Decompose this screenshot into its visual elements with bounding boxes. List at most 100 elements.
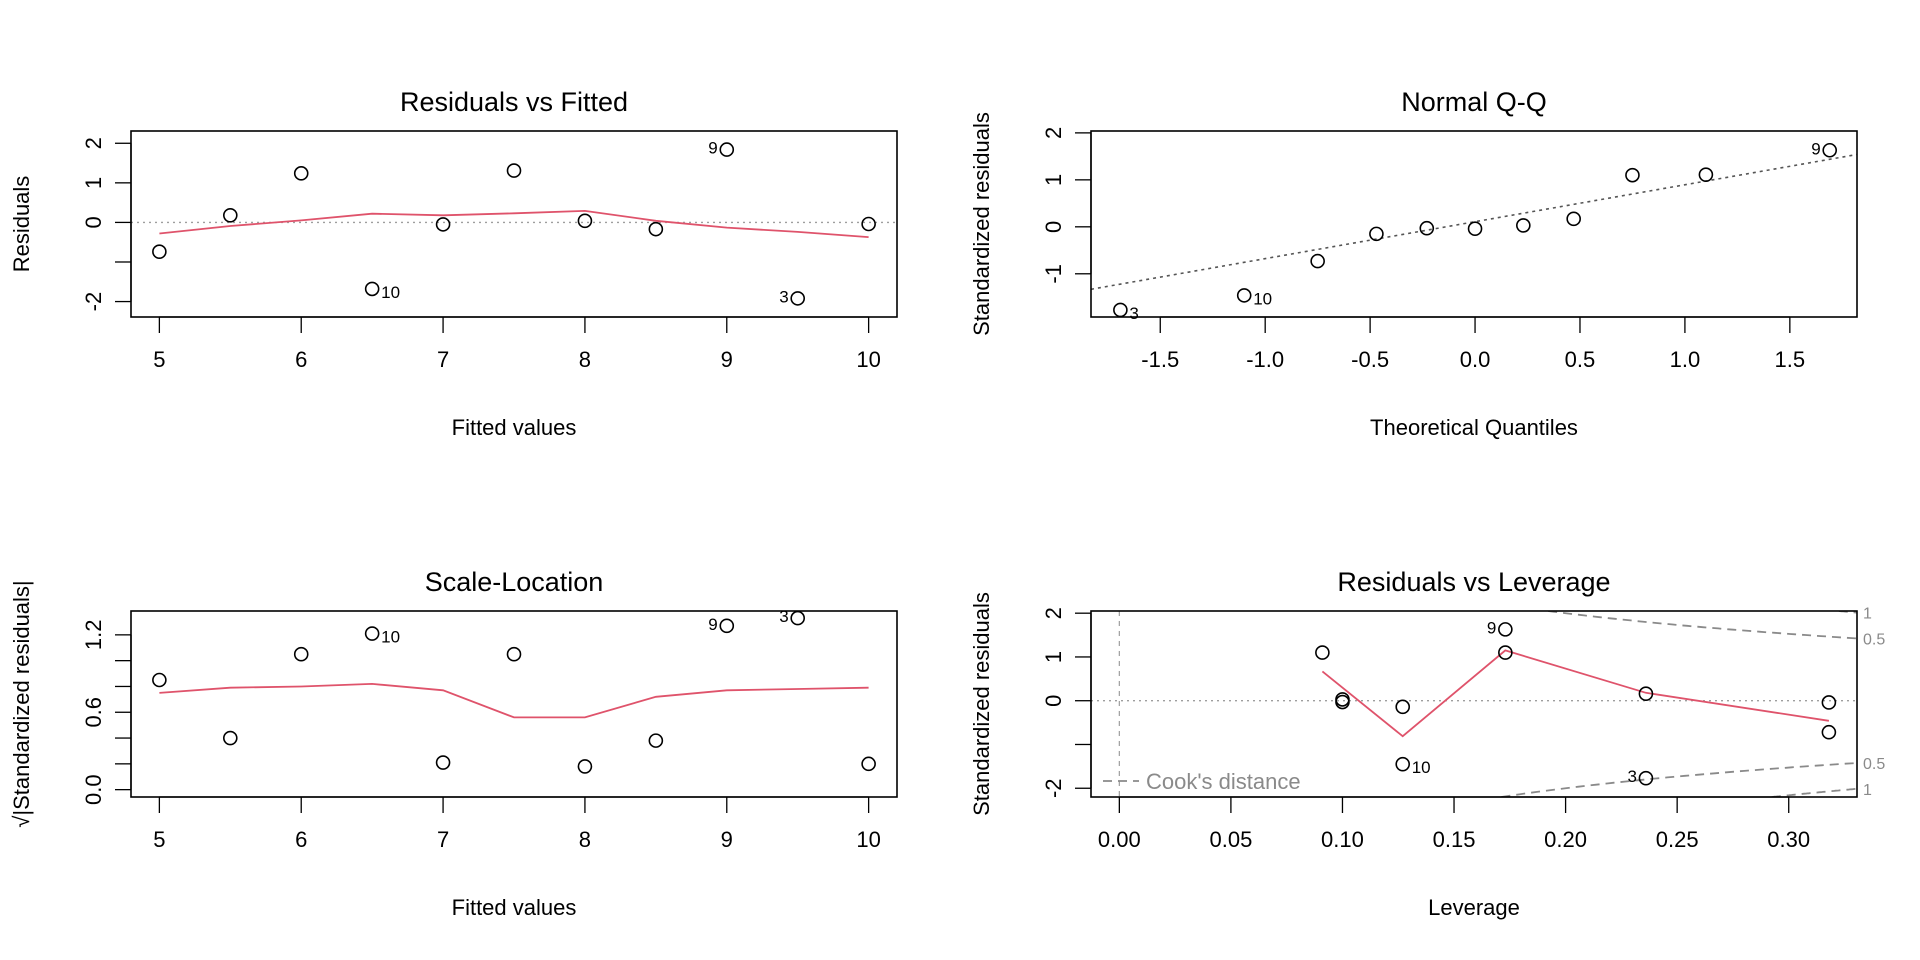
data-point [152,672,167,688]
data-point [293,646,309,662]
x-axis-label: Theoretical Quantiles [1370,415,1578,440]
data-point [1821,724,1837,740]
data-point [861,216,876,232]
cooks-distance-contour [1501,762,1857,797]
x-tick-label: 10 [856,827,880,852]
x-tick-label: 5 [153,347,165,372]
plot-frame [130,130,898,318]
x-tick-label: -1.5 [1141,347,1179,372]
x-tick-label: 0.10 [1321,827,1364,852]
data-point [364,281,380,297]
y-axis-label: Residuals [9,176,34,273]
x-tick-label: 6 [295,347,307,372]
point-label: 9 [708,615,717,634]
data-point [364,626,380,641]
legend-label: Cook's distance [1146,769,1301,794]
x-tick-label: 0.05 [1209,827,1252,852]
x-tick-label: 10 [856,347,880,372]
data-point [222,207,238,223]
x-tick-label: 9 [721,347,733,372]
x-tick-label: 0.0 [1460,347,1491,372]
cooks-distance-contour [1548,611,1857,640]
x-tick-label: 7 [437,827,449,852]
x-axis-label: Leverage [1428,895,1520,920]
data-point [1638,686,1654,702]
y-axis-label: Standardized residuals [969,112,994,336]
plot-frame [1090,610,1858,798]
y-axis-label: Standardized residuals [969,592,994,816]
data-point [577,759,593,774]
point-label: 10 [1253,289,1272,308]
data-point [1335,694,1350,710]
chart-title: Residuals vs Leverage [1337,567,1610,597]
y-tick-label: 1.2 [81,620,106,651]
y-tick-label: 1 [81,177,106,189]
plot-area [131,209,897,238]
data-point [648,733,664,748]
cooks-contour-label: 0.5 [1863,756,1885,773]
data-point [1698,167,1714,182]
smoother-line [159,209,869,238]
cooks-contour-label: 1 [1863,782,1872,799]
y-tick-label: -2 [81,292,106,312]
data-point [506,646,522,662]
data-point [790,610,806,626]
data-point [719,142,735,157]
data-point [152,244,167,260]
y-tick-label: 2 [1041,607,1066,619]
point-label: 10 [381,628,400,647]
point-label: 9 [1811,139,1820,158]
data-point [1395,756,1411,772]
x-tick-label: 0.00 [1098,827,1141,852]
plot-area [159,682,869,719]
data-point [861,756,876,772]
data-point [719,618,735,634]
plot-area [1091,611,1857,797]
panel-normal-q-q: Normal Q-Q Theoretical Quantiles Standardi… [969,87,1858,440]
data-point [1498,645,1513,660]
plot-frame [130,610,898,798]
x-tick-label: 9 [721,827,733,852]
cooks-contour-label: 1 [1863,606,1872,623]
y-axis-label: √|Standardized residuals| [9,580,34,827]
y-tick-label: -2 [1041,778,1066,798]
data-point [506,163,522,178]
x-tick-label: 0.20 [1544,827,1587,852]
x-axis-label: Fitted values [452,895,577,920]
x-tick-label: -1.0 [1246,347,1284,372]
cooks-distance-contour [1771,787,1857,797]
y-tick-label: 1 [1041,651,1066,663]
x-tick-label: 8 [579,347,591,372]
x-tick-label: 0.30 [1767,827,1810,852]
data-point [435,217,451,232]
y-tick-label: -1 [1041,264,1066,284]
y-tick-label: 2 [81,137,106,149]
panel-scale-location: Scale-Location Fitted values √|Standardize… [9,567,898,920]
y-tick-label: 0.0 [81,774,106,805]
data-point [1236,288,1252,303]
data-point [577,213,593,229]
data-point [1315,645,1330,660]
data-point [435,755,451,770]
data-point [1369,226,1384,242]
point-label: 3 [779,287,788,306]
data-point [1395,699,1411,715]
data-point [1566,211,1581,227]
point-label: 9 [1487,618,1496,637]
data-point [648,221,664,237]
y-tick-label: 0 [81,216,106,228]
chart-title: Scale-Location [425,567,604,597]
data-point [1113,302,1128,318]
point-label: 3 [1627,767,1636,786]
point-label: 10 [1412,758,1431,777]
x-axis-label: Fitted values [452,415,577,440]
data-point [222,730,238,746]
cooks-contour-label: 0.5 [1863,631,1885,648]
data-point [1419,220,1435,236]
data-point [1516,218,1531,233]
smoother-line [1321,649,1830,738]
plot-frame [1090,130,1858,318]
data-point [1625,167,1640,183]
point-label: 9 [708,139,717,158]
